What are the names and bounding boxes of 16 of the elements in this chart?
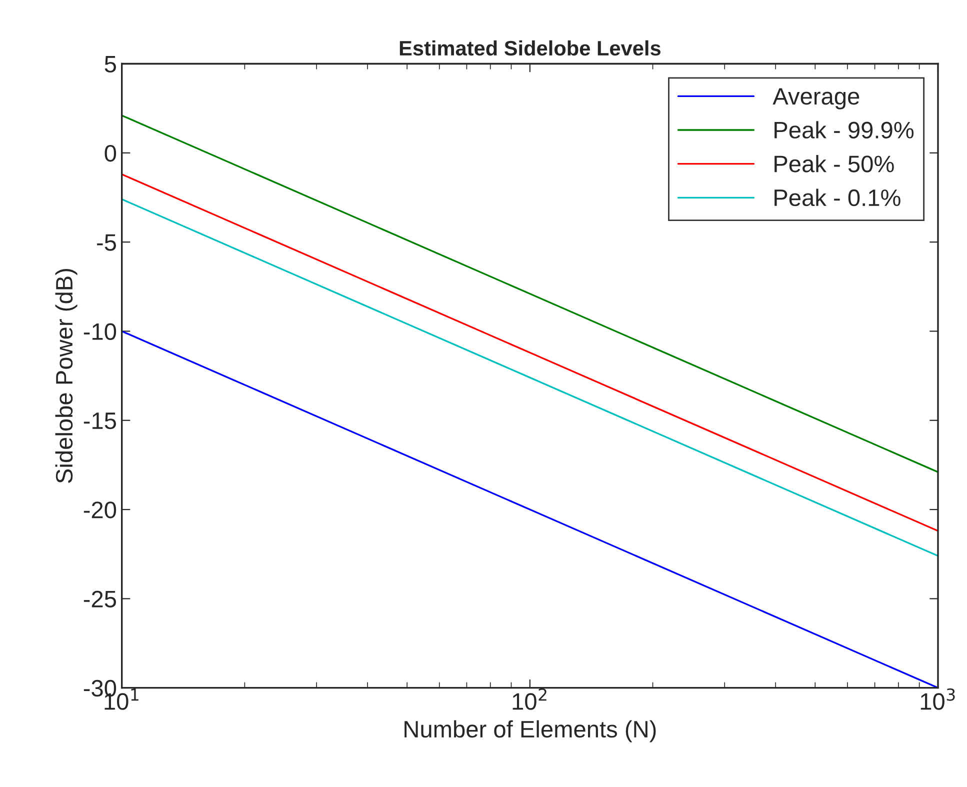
legend-label: Peak - 50% [774,154,894,172]
y-tick-label: -20 [84,502,116,518]
y-tick-label: -15 [84,412,116,430]
y-axis-title: Sidelobe Power (dB) [55,268,78,483]
chart-title: Estimated Sidelobe Levels [400,40,660,56]
y-tick-label: -10 [84,323,116,340]
legend-label: Average [772,88,860,110]
legend-label: Peak - 0.1% [774,188,900,206]
legend-label: Peak - 99.9% [774,121,914,139]
y-tick-label: 5 [104,56,116,73]
x-tick-label: 10$^{3}$ [920,688,955,710]
y-tick-label: 0 [104,144,116,162]
x-axis-title: Number of Elements (N) [404,720,656,742]
y-tick-label: -5 [97,234,116,251]
x-tick-label: 10$^{2}$ [512,688,546,710]
y-tick-label: -25 [84,590,116,608]
